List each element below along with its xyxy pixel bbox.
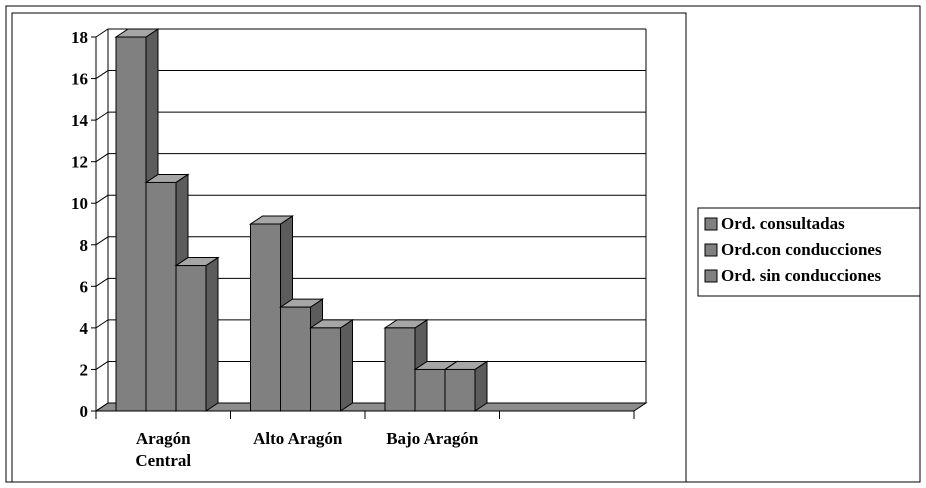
x-tick-label: Aragón: [136, 429, 191, 448]
legend: Ord. consultadas Ord.con conducciones Ord.…: [697, 207, 921, 297]
y-tick-label: 12: [71, 153, 88, 172]
bar: [444, 368, 476, 412]
side-wall-line: [95, 70, 109, 79]
plot-area: [94, 28, 648, 412]
bars: [114, 28, 489, 412]
y-tick-label: 16: [71, 70, 88, 89]
bar: [115, 36, 147, 412]
bar-side: [340, 318, 353, 412]
side-wall-line: [95, 194, 109, 204]
legend-swatch: [704, 243, 718, 257]
y-tick-label: 10: [71, 194, 88, 213]
side-wall-line: [95, 361, 109, 370]
x-tick-label: Bajo Aragón: [386, 429, 479, 448]
legend-label: Ord.con conducciones: [721, 240, 882, 259]
side-wall-line: [95, 236, 109, 246]
y-tick-label: 8: [80, 236, 89, 255]
bar: [145, 181, 177, 412]
bar-side: [474, 360, 488, 412]
bar: [414, 368, 446, 412]
side-wall-line: [95, 402, 109, 412]
bar: [175, 265, 207, 412]
y-tick-label: 14: [71, 111, 89, 130]
bar: [310, 327, 341, 412]
side-wall-line: [95, 277, 109, 287]
y-tick-label: 0: [80, 402, 89, 421]
legend-swatch: [704, 217, 718, 231]
plot-area-border: [11, 12, 687, 483]
y-tick-label: 18: [71, 28, 88, 47]
axes: 0 2 4 6 8 10 12 14 16 18 Aragón Central Alto Aragón B…: [71, 28, 635, 470]
legend-label: Ord. sin conducciones: [721, 266, 881, 285]
side-wall-line: [95, 28, 109, 38]
legend-border: [697, 207, 921, 297]
bar: [384, 327, 416, 412]
side-wall-line: [95, 153, 109, 163]
side-wall-line: [95, 319, 109, 329]
x-tick-label: Alto Aragón: [253, 429, 343, 448]
y-tick-label: 6: [80, 277, 89, 296]
side-wall-line: [95, 111, 109, 121]
bar: [280, 306, 311, 412]
bar: [250, 223, 281, 412]
legend-label: Ord. consultadas: [721, 214, 845, 233]
x-tick-label: Central: [135, 451, 191, 470]
legend-swatch: [704, 269, 718, 283]
y-tick-label: 4: [80, 319, 89, 338]
bar-side: [205, 256, 219, 412]
y-tick-label: 2: [80, 360, 89, 379]
